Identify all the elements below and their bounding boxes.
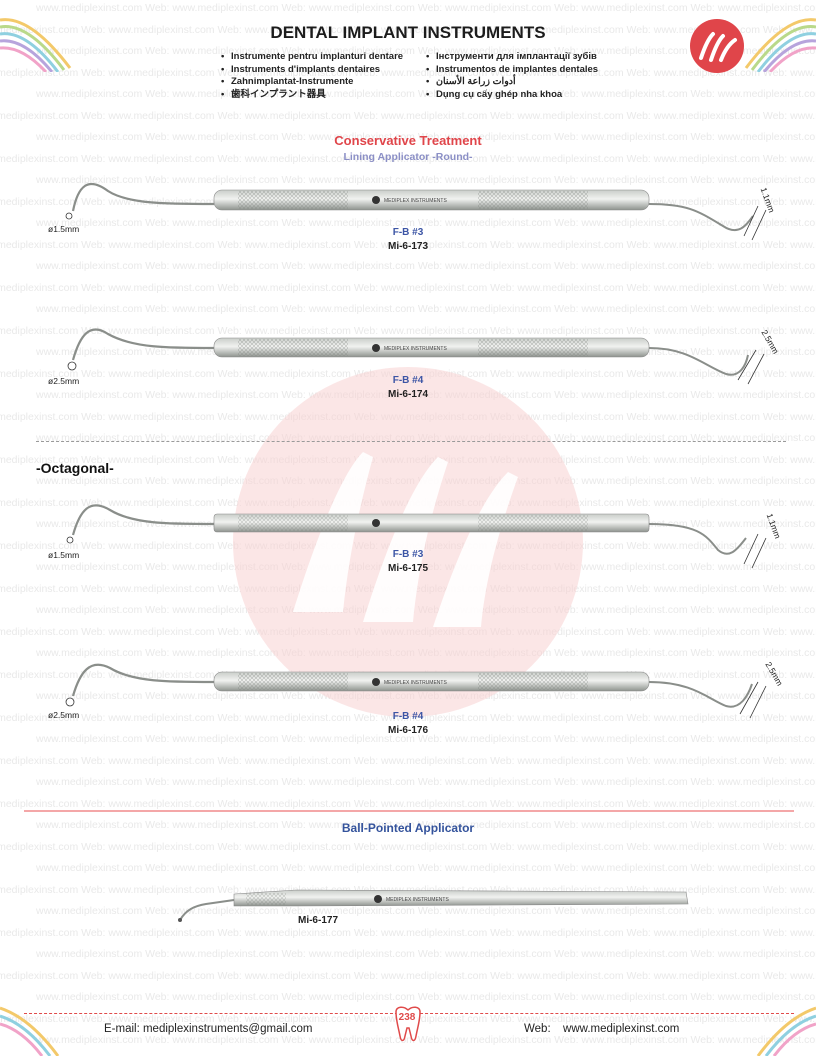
instrument-code: F-B #4 Mi-6-174 — [358, 374, 458, 402]
language-item: Інструменти для імплантації зубів — [426, 51, 598, 64]
tip-size-label: ø2.5mm — [48, 710, 80, 720]
instrument-code: F-B #3 Mi-6-173 — [358, 226, 458, 254]
section-title-conservative: Conservative Treatment — [334, 133, 482, 148]
instrument-code: F-B #4 Mi-6-176 — [358, 710, 458, 738]
instrument-code: F-B #3 Mi-6-175 — [358, 548, 458, 576]
catalog-number: Mi-6-177 — [297, 915, 338, 926]
section-title-octagonal: -Octagonal- — [36, 460, 114, 476]
language-item: Instrumentos de implantes dentales — [426, 64, 598, 77]
catalog-number: Mi-6-175 — [387, 563, 428, 574]
svg-text:MEDIPLEX INSTRUMENTS: MEDIPLEX INSTRUMENTS — [384, 198, 447, 204]
catalog-number: Mi-6-174 — [387, 389, 428, 400]
fb-number: F-B #4 — [392, 375, 424, 386]
fb-number: F-B #3 — [392, 549, 424, 560]
tip-size-label: ø1.5mm — [48, 550, 80, 560]
fb-number: F-B #4 — [392, 711, 424, 722]
language-list-left: Instrumente pentru implanturi dentare In… — [221, 51, 403, 101]
section-title-ball-pointed: Ball-Pointed Applicator — [341, 821, 475, 835]
section-divider — [24, 810, 794, 812]
svg-text:MEDIPLEX INSTRUMENTS: MEDIPLEX INSTRUMENTS — [384, 346, 447, 352]
page-number: 238 — [398, 1012, 416, 1023]
web-url[interactable]: www.mediplexinst.com — [563, 1023, 680, 1035]
instrument-image: MEDIPLEX INSTRUMENTS — [178, 889, 689, 922]
tip-size-label: ø1.5mm — [48, 224, 80, 234]
language-item: Dụng cụ cấy ghép nha khoa — [426, 89, 598, 102]
instrument-image: MEDIPLEX INSTRUMENTS — [67, 328, 765, 385]
section-divider — [36, 441, 786, 442]
tip-size-label: ø2.5mm — [48, 376, 80, 386]
footer-website[interactable]: Web: www.mediplexinst.com — [524, 1023, 679, 1035]
web-label: Web: — [524, 1023, 551, 1035]
corner-ribbon-top-left — [0, 18, 72, 72]
language-item: Zahnimplantat-Instrumente — [221, 76, 403, 89]
corner-ribbon-bottom-left — [0, 1006, 60, 1056]
corner-ribbon-top-right — [744, 18, 816, 72]
language-item: Instruments d'implants dentaires — [221, 64, 403, 77]
fb-number: F-B #3 — [392, 227, 424, 238]
section-subtitle-lining: Lining Applicator -Round- — [343, 151, 473, 163]
footer-email[interactable]: E-mail: mediplexinstruments@gmail.com — [104, 1023, 313, 1035]
catalog-number: Mi-6-176 — [387, 725, 428, 736]
corner-ribbon-bottom-right — [756, 1006, 816, 1056]
instrument-image: MEDIPLEX INSTRUMENTS — [65, 182, 767, 241]
svg-text:MEDIPLEX INSTRUMENTS: MEDIPLEX INSTRUMENTS — [384, 680, 447, 686]
company-logo: M — [689, 18, 744, 73]
svg-text:MEDIPLEX INSTRUMENTS: MEDIPLEX INSTRUMENTS — [386, 897, 449, 903]
language-list-right: Інструменти для імплантації зубів Instru… — [426, 51, 598, 101]
catalog-number: Mi-6-173 — [387, 241, 428, 252]
language-item: أدوات زراعة الأسنان — [426, 76, 598, 89]
page-title: DENTAL IMPLANT INSTRUMENTS — [270, 23, 546, 42]
tooth-icon — [395, 1006, 421, 1042]
svg-text:M: M — [689, 18, 702, 22]
language-item: 歯科インプラント器具 — [221, 89, 403, 102]
instrument-code: Mi-6-177 — [288, 914, 348, 928]
language-item: Instrumente pentru implanturi dentare — [221, 51, 403, 64]
